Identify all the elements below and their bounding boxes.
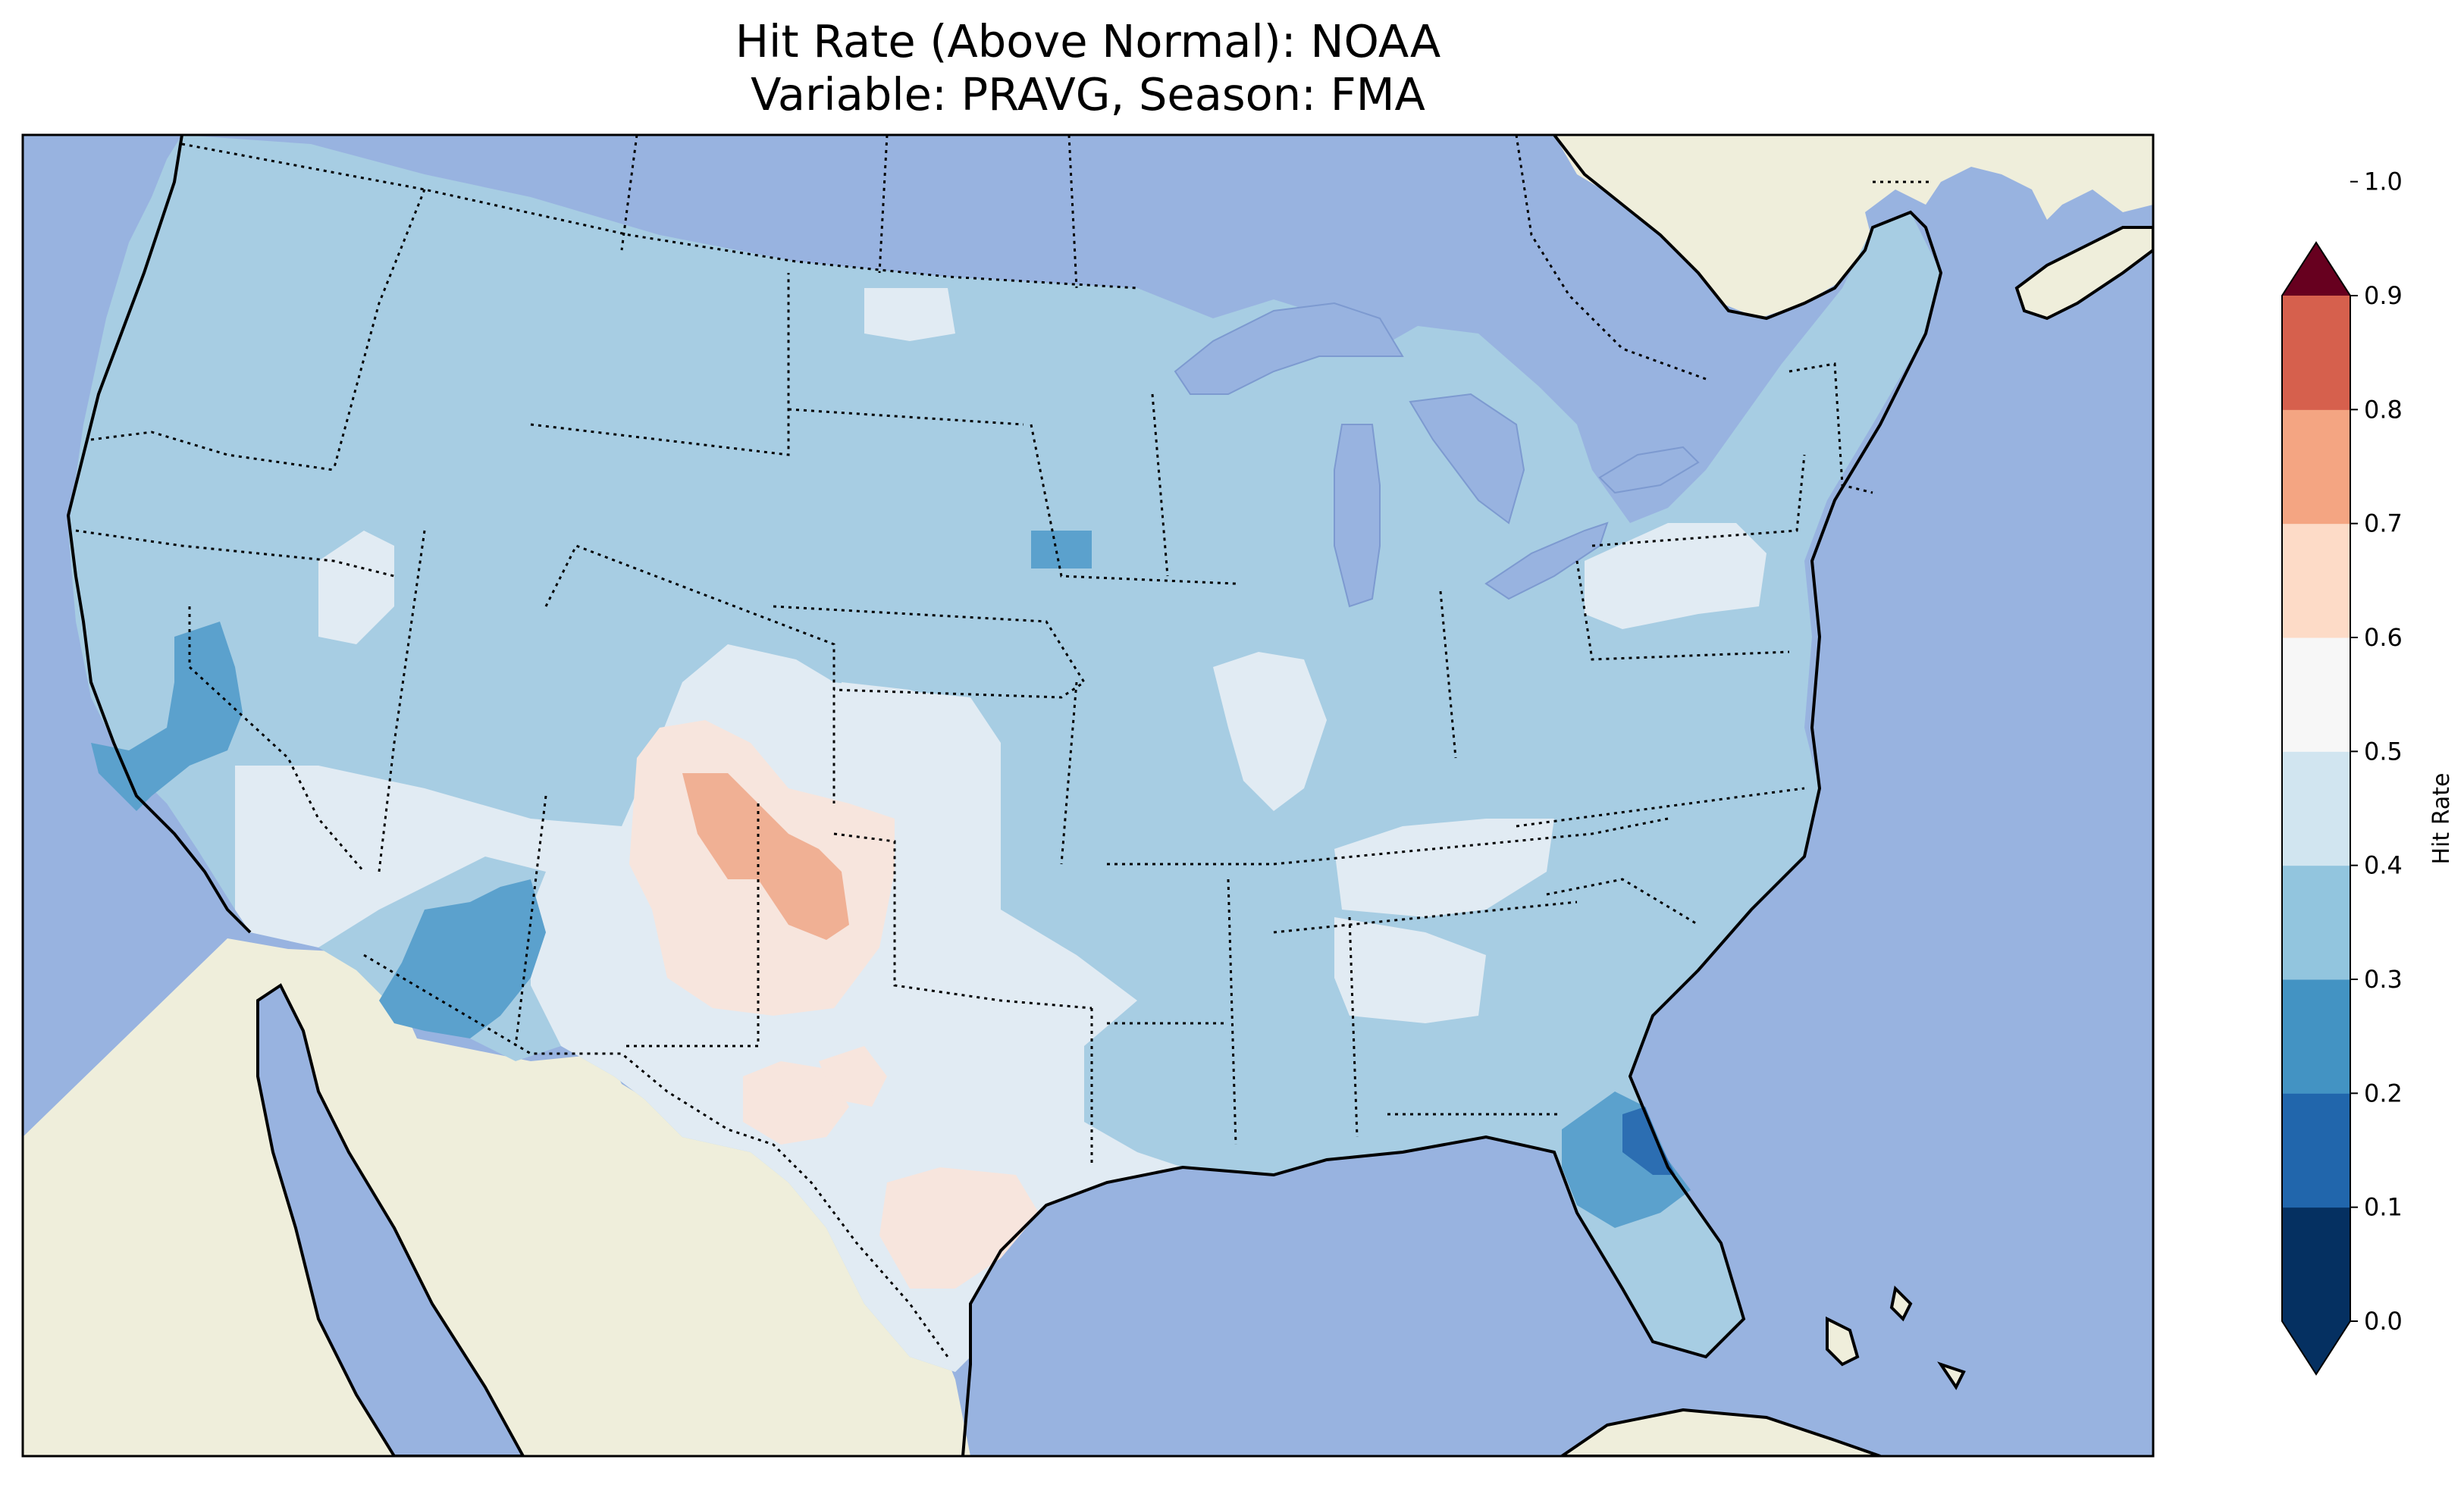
state-borders: [75, 135, 1933, 1358]
colorbar-extend-min: [2282, 1321, 2350, 1374]
border-ok-tx: [833, 832, 1092, 1010]
border-ks-mo: [1060, 681, 1078, 865]
heatmap-0.1-0.2-northeast-florida: [1622, 1107, 1676, 1175]
colorbar-bin: [2282, 637, 2350, 752]
colorbar-tick-label: 0.5: [2364, 737, 2403, 766]
border-sd-nd: [788, 408, 1024, 426]
gulf-of-california: [256, 983, 525, 1456]
border-wi-il: [1151, 393, 1169, 577]
colorbar-tick-label: 0.4: [2364, 851, 2403, 880]
colorbar-extend-max: [2282, 243, 2350, 296]
maritimes-land: [2014, 226, 2153, 321]
border-ms-al: [1227, 879, 1359, 1145]
border-nc-sc: [1546, 878, 1699, 926]
border-mn-ia: [1030, 424, 1237, 585]
heatmap-0.2-0.3-minnesota: [1031, 531, 1092, 568]
heatmap-0.4-0.5-pennsylvania: [1585, 523, 1766, 629]
colorbar-tick-label: 0.6: [2364, 623, 2403, 652]
heatmap-0.2-0.3-california: [91, 622, 243, 811]
heatmap-0.4-0.5-north-dakota: [864, 288, 955, 341]
lake-superior: [1174, 302, 1404, 395]
border-wa-or: [90, 431, 334, 471]
heatmap-0.4-0.5-indiana: [1213, 652, 1327, 811]
border-nv-ut: [378, 530, 426, 872]
great-lakes: [1174, 302, 1700, 608]
lake-erie: [1484, 521, 1609, 600]
colorbar-label: Hit Rate: [2428, 773, 2455, 865]
border-ny-pa: [1591, 454, 1806, 547]
cuba-land: [1559, 1408, 1881, 1456]
colorbar-tick-label: 0.1: [2364, 1193, 2403, 1222]
colorbar-tick-label: 0.9: [2364, 281, 2403, 310]
border-ut-co: [544, 544, 835, 803]
border-or-ca-nv: [75, 529, 395, 578]
colorbar-tick-label: 0.0: [2364, 1307, 2403, 1336]
border-id-mt: [332, 189, 426, 471]
colorbar-tick-label: 0.2: [2364, 1079, 2403, 1107]
colorbar-tick-label: 0.8: [2364, 395, 2403, 424]
map-frame: [21, 133, 2155, 1458]
border-az-nm: [514, 795, 760, 1048]
colorbar-bin: [2282, 1207, 2350, 1322]
border-us-canada: [181, 143, 1138, 290]
border-ca-nv: [188, 606, 365, 872]
heatmap-0.2-0.3-florida: [1562, 1092, 1691, 1228]
border-tn-ky: [1273, 817, 1669, 866]
map-title: Hit Rate (Above Normal): NOAA: [735, 15, 1441, 67]
heatmap-0.2-0.3-arizona: [379, 879, 546, 1038]
colorbar-bin: [2282, 751, 2350, 866]
heatmap-0.6-0.7-colorado-newmexico: [682, 773, 849, 940]
heatmap-0.5-0.6-south-texas: [879, 1167, 1039, 1289]
colorbar-tick-label: 1.0: [2364, 168, 2403, 196]
heatmap-0.4-0.5-alabama-georgia: [1334, 917, 1486, 1023]
colorbar-bin: [2282, 1093, 2350, 1208]
lake-michigan: [1334, 424, 1381, 608]
border-mt-wy: [530, 273, 790, 456]
colorbar-tick-label: 0.3: [2364, 965, 2403, 994]
border-va-nc: [1516, 787, 1805, 828]
colorbar-bin: [2282, 523, 2350, 638]
heatmap-0.4-0.5-tennessee: [1334, 819, 1554, 917]
colorbar-bin: [2282, 865, 2350, 980]
us-coastline: [66, 135, 1943, 1456]
colorbar-bin: [2282, 296, 2350, 410]
heatmap-0.4-0.5-nevada-idaho: [318, 531, 394, 644]
lake-huron: [1409, 393, 1525, 525]
canada-land: [152, 135, 2153, 318]
colorbar-bin: [2282, 409, 2350, 525]
map-subtitle: Variable: PRAVG, Season: FMA: [751, 68, 1425, 121]
bahamas-land: [1826, 1285, 1966, 1390]
colorbar-tick-label: 0.7: [2364, 509, 2403, 538]
colorbar-bin: [2282, 979, 2350, 1094]
border-tn-south: [1273, 900, 1578, 934]
heatmap-0.5-0.6-west-texas: [743, 1061, 849, 1145]
lake-ontario: [1598, 446, 1700, 494]
border-oh-wv-pa: [1575, 560, 1790, 661]
border-ne-ks: [773, 605, 1086, 699]
heatmap-0.5-0.6-west-texas-2: [819, 1046, 887, 1107]
border-oh-in: [1439, 590, 1457, 759]
colorbar: 0.0 0.1 0.2 0.3 0.4 0.5 0.6 0.7 0.8 0.9 1.0: [2281, 168, 2403, 1376]
border-new-england: [1788, 362, 1873, 494]
border-canada-provinces: [620, 135, 1933, 381]
